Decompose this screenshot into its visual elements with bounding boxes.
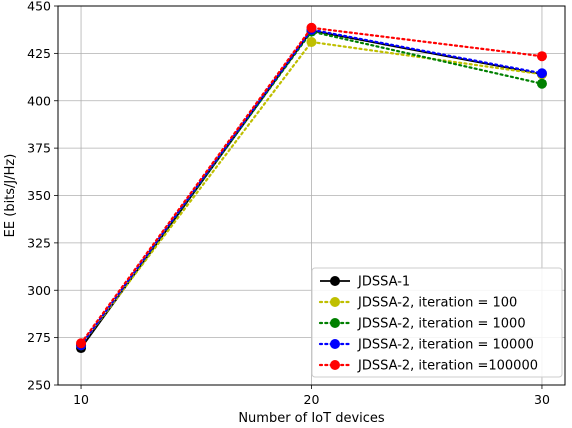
data-point-2-2 [536,78,547,89]
legend-swatch-marker-1 [330,297,340,307]
y-tick-label: 275 [27,330,51,345]
legend-frame [311,267,563,378]
x-tick-label: 20 [304,392,320,407]
legend-swatch-marker-2 [330,318,340,328]
ticks: 10 20 30 250 275 300 325 350 375 400 425 450 [27,0,550,407]
legend-label-0: JDSSA-1 [357,275,410,290]
legend-swatch-marker-0 [330,276,340,286]
y-tick-label: 300 [27,283,51,298]
y-tick-label: 350 [27,188,51,203]
data-point-3-2 [536,68,547,79]
series-line-4 [79,26,544,345]
legend: JDSSA-1 JDSSA-2, iteration = 100 JDSSA-2, … [311,267,563,378]
series-line-3 [79,28,544,347]
y-tick-label: 325 [27,235,51,250]
y-tick-label: 450 [27,0,51,14]
y-tick-label: 425 [27,46,51,61]
legend-label-1: JDSSA-2, iteration = 100 [357,296,517,311]
y-tick-label: 400 [27,93,51,108]
y-axis-label: EE (bits/J/Hz) [3,154,18,238]
data-point-4-0 [76,338,87,349]
legend-label-4: JDSSA-2, iteration =100000 [357,359,538,374]
series-group [76,22,547,354]
x-tick-label: 30 [534,392,550,407]
data-point-4-2 [536,51,547,62]
y-tick-label: 250 [27,378,51,393]
y-tick-label: 375 [27,141,51,156]
legend-swatch-marker-3 [330,339,340,349]
x-tick-label: 10 [73,392,89,407]
legend-label-3: JDSSA-2, iteration = 10000 [357,338,534,353]
data-point-4-1 [306,22,317,33]
data-point-1-1 [306,37,317,48]
legend-swatch-marker-4 [330,360,340,370]
x-axis-label: Number of IoT devices [238,411,385,426]
legend-label-2: JDSSA-2, iteration = 1000 [357,317,526,332]
